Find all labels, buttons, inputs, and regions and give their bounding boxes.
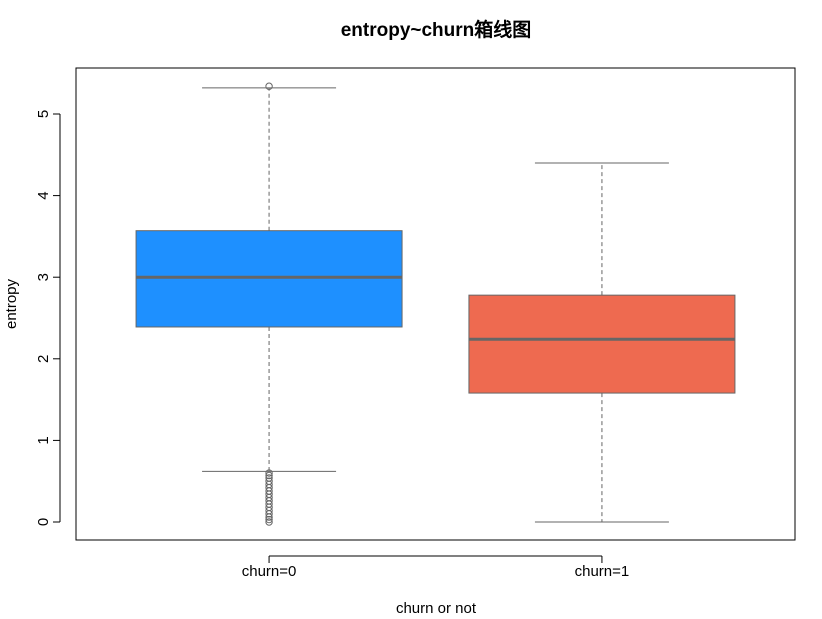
y-tick-label: 3 <box>35 273 52 281</box>
x-tick-label: churn=1 <box>575 563 630 580</box>
outlier-point <box>265 82 273 90</box>
outlier-point <box>265 515 273 524</box>
box-churn-1 <box>468 162 736 523</box>
boxes <box>135 82 736 526</box>
x-axis: churn=0 churn=1 <box>242 555 630 580</box>
outlier-point <box>265 510 273 518</box>
x-tick-label: churn=0 <box>242 563 297 580</box>
box-churn-0 <box>135 82 403 526</box>
y-tick-label: 4 <box>35 191 52 199</box>
outlier-point <box>265 518 273 526</box>
outlier-point <box>265 513 273 521</box>
box-iqr <box>135 230 403 328</box>
plot-frame <box>75 67 796 541</box>
y-tick-label: 0 <box>35 518 52 526</box>
y-tick-label: 2 <box>35 355 52 363</box>
outlier-point <box>265 471 273 480</box>
chart-title: entropy~churn箱线图 <box>341 18 532 41</box>
y-tick-label: 1 <box>35 436 52 444</box>
y-axis-label: entropy <box>3 278 20 329</box>
outlier-point <box>265 469 273 477</box>
y-tick-label: 5 <box>35 110 52 118</box>
x-axis-label: churn or not <box>396 600 477 617</box>
box-iqr <box>468 294 736 394</box>
y-axis: 0 1 2 3 4 5 <box>35 110 61 526</box>
